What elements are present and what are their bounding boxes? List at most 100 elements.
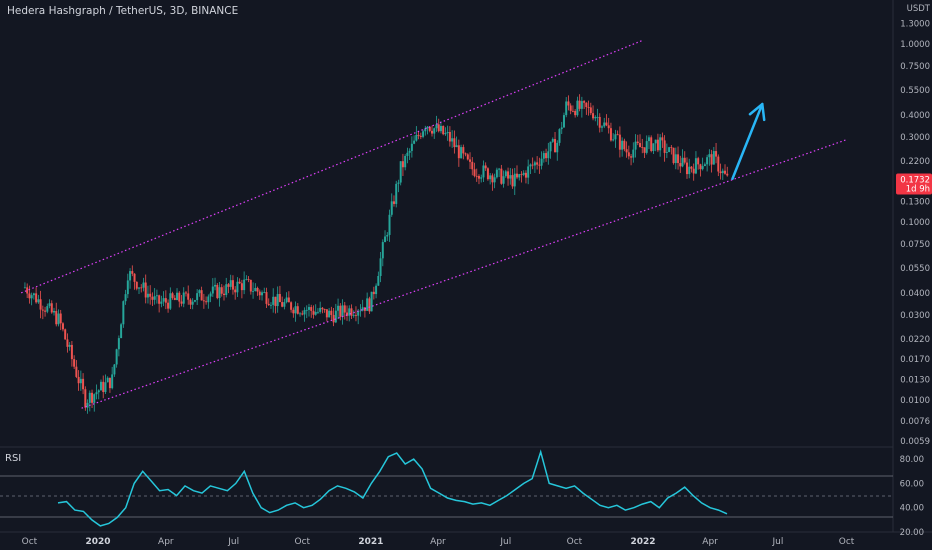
candle-body: [558, 129, 561, 143]
candle-body: [679, 163, 682, 167]
candle-body: [276, 294, 279, 307]
candle-body: [337, 305, 340, 311]
candle-body: [413, 140, 416, 144]
candle-body: [151, 296, 154, 300]
candle-body: [285, 297, 288, 303]
candle-body: [417, 134, 420, 136]
price-tick-label: 0.0059: [900, 437, 930, 447]
candle-body: [274, 296, 277, 307]
price-tick-label: 0.1300: [900, 198, 930, 208]
candle-body: [162, 298, 165, 302]
candle-body: [263, 292, 266, 293]
candle-body: [701, 166, 704, 170]
candle-body: [643, 147, 646, 153]
candle-body: [641, 147, 644, 148]
candle-body: [343, 305, 346, 313]
price-axis[interactable]: 1.3000 1.0000 0.7500 0.5500 0.4000 0.3000 0.22…: [896, 20, 932, 447]
candle-body: [361, 307, 364, 311]
price-tick-label: 0.0220: [900, 335, 930, 345]
candle-body: [359, 310, 362, 312]
candle-body: [352, 314, 355, 316]
candle-body: [269, 304, 272, 306]
projection-arrow-shaft[interactable]: [731, 102, 764, 180]
candle-body: [540, 158, 543, 166]
candle-body: [683, 157, 686, 163]
candle-body: [321, 307, 324, 310]
price-tick-label: 0.0300: [900, 311, 930, 321]
candle-body: [117, 338, 120, 350]
candle-body: [122, 301, 125, 325]
candle-body: [214, 284, 217, 287]
candle-body: [659, 137, 662, 151]
candle-body: [726, 173, 729, 176]
candle-body: [585, 102, 588, 108]
candle-body: [560, 127, 563, 130]
candle-body: [164, 298, 167, 303]
candle-body: [64, 329, 67, 340]
candle-body: [93, 394, 96, 403]
candle-body: [249, 279, 252, 292]
candle-body: [433, 128, 436, 134]
candle-body: [439, 125, 442, 132]
candle-body: [399, 161, 402, 183]
candle-body: [690, 166, 693, 169]
candle-body: [357, 311, 360, 316]
candle-body: [493, 177, 496, 183]
candle-body: [511, 175, 514, 187]
candle-body: [677, 154, 680, 164]
candle-body: [341, 305, 344, 317]
candle-body: [115, 349, 118, 365]
candle-body: [370, 291, 373, 312]
candle-body: [113, 364, 116, 375]
candle-body: [652, 143, 655, 151]
candle-body: [48, 303, 51, 307]
candle-body: [688, 166, 691, 175]
candle-body: [574, 110, 577, 116]
channel-trendline[interactable]: [81, 139, 847, 409]
candle-body: [565, 101, 568, 116]
candle-body: [442, 125, 445, 135]
candle-body: [708, 154, 711, 158]
candle-body: [706, 157, 709, 165]
candle-body: [184, 292, 187, 294]
candle-body: [538, 164, 541, 166]
candle-body: [138, 287, 141, 289]
candle-body: [265, 292, 268, 304]
candle-body: [95, 392, 98, 395]
candle-body: [256, 287, 259, 292]
candle-body: [334, 310, 337, 323]
candle-body: [386, 234, 389, 237]
candle-body: [495, 169, 498, 178]
candle-body: [278, 294, 281, 303]
candle-body: [533, 162, 536, 166]
candle-body: [37, 299, 40, 303]
candle-body: [379, 258, 382, 276]
channel-trendline[interactable]: [20, 39, 644, 294]
candle-body: [681, 157, 684, 167]
candle-body: [388, 214, 391, 235]
candle-body: [258, 291, 261, 296]
time-tick-label: Jul: [227, 537, 239, 547]
price-tick-label: 1.0000: [900, 40, 930, 50]
time-axis[interactable]: Oct 2020 Apr Jul Oct 2021 Apr Jul Oct 2022 Apr Jul O…: [22, 537, 855, 547]
candle-body: [348, 308, 351, 316]
projection-arrow-head[interactable]: [748, 102, 766, 122]
candle-body: [719, 171, 722, 174]
candle-body: [46, 306, 49, 312]
candle-body: [484, 165, 487, 169]
candle-body: [621, 140, 624, 150]
candle-body: [473, 169, 476, 176]
candle-body: [489, 175, 492, 180]
candle-body: [325, 309, 328, 318]
candle-body: [703, 164, 706, 167]
time-tick-label: Apr: [158, 537, 174, 547]
candle-body: [464, 153, 467, 155]
candle-body: [216, 284, 219, 299]
price-tick-label: 0.3000: [900, 133, 930, 143]
candle-body: [171, 293, 174, 298]
candle-body: [518, 174, 521, 178]
candle-body: [522, 172, 525, 175]
candle-body: [692, 168, 695, 174]
candle-body: [294, 306, 297, 314]
